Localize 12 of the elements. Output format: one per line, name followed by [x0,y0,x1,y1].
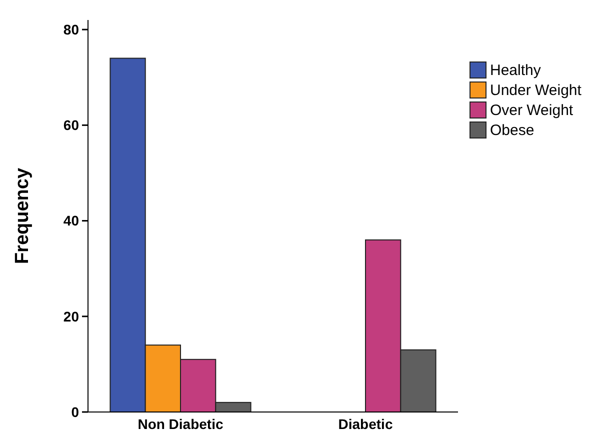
y-tick-label: 20 [63,308,80,324]
x-tick-label: Non Diabetic [138,416,224,432]
legend-label: Over Weight [490,102,574,119]
x-tick-label: Diabetic [338,416,393,432]
legend-label: Obese [490,122,534,139]
legend-label: Healthy [490,62,542,79]
y-tick-label: 80 [63,21,80,38]
y-axis-title: Frequency [12,168,33,264]
y-tick-label: 40 [63,212,80,229]
y-tick-label: 60 [63,117,80,134]
legend-label: Under Weight [490,82,582,99]
y-tick-label: 0 [71,404,80,420]
